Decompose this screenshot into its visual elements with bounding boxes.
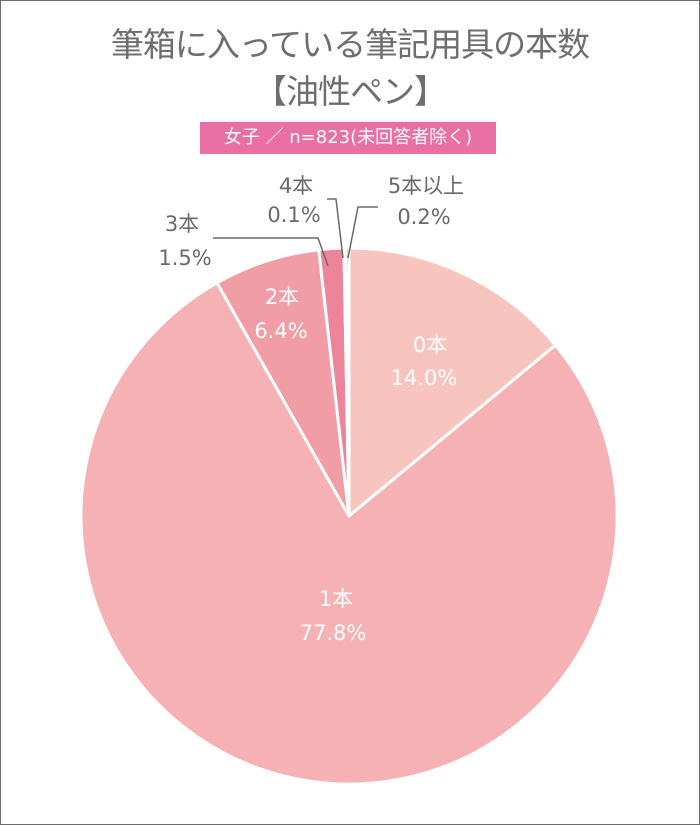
slice-label-4-name: 4本 <box>279 174 313 198</box>
slice-label-1-pct: 77.8% <box>300 621 367 645</box>
slice-label-2-name: 2本 <box>265 285 299 309</box>
leader-line-3 <box>213 237 329 267</box>
pie-slice-1 <box>79 281 619 786</box>
slice-label-3-pct: 1.5% <box>158 246 211 270</box>
pie-slice-5 <box>344 246 351 518</box>
slice-label-4-pct: 0.1% <box>267 203 320 227</box>
slice-label-5-pct: 0.2% <box>397 205 450 229</box>
slice-label-0-name: 0本 <box>413 333 447 357</box>
sample-badge: 女子 ／ n=823(未回答者除く) <box>200 122 496 154</box>
slice-label-3-name: 3本 <box>165 212 199 236</box>
pie-slices <box>79 246 619 786</box>
slice-label-1-name: 1本 <box>319 587 353 611</box>
slice-label-2-pct: 6.4% <box>254 319 307 343</box>
pie-slice-0 <box>347 246 557 518</box>
slice-label-5-name: 5本以上 <box>388 174 464 198</box>
chart-title-subject: 【油性ペン】 <box>254 72 447 111</box>
slice-label-0-pct: 14.0% <box>391 366 458 390</box>
leader-line-5 <box>347 206 378 259</box>
leader-lines <box>213 198 378 267</box>
chart-title: 筆箱に入っている筆記用具の本数 <box>110 25 590 64</box>
leader-line-4 <box>327 198 344 259</box>
